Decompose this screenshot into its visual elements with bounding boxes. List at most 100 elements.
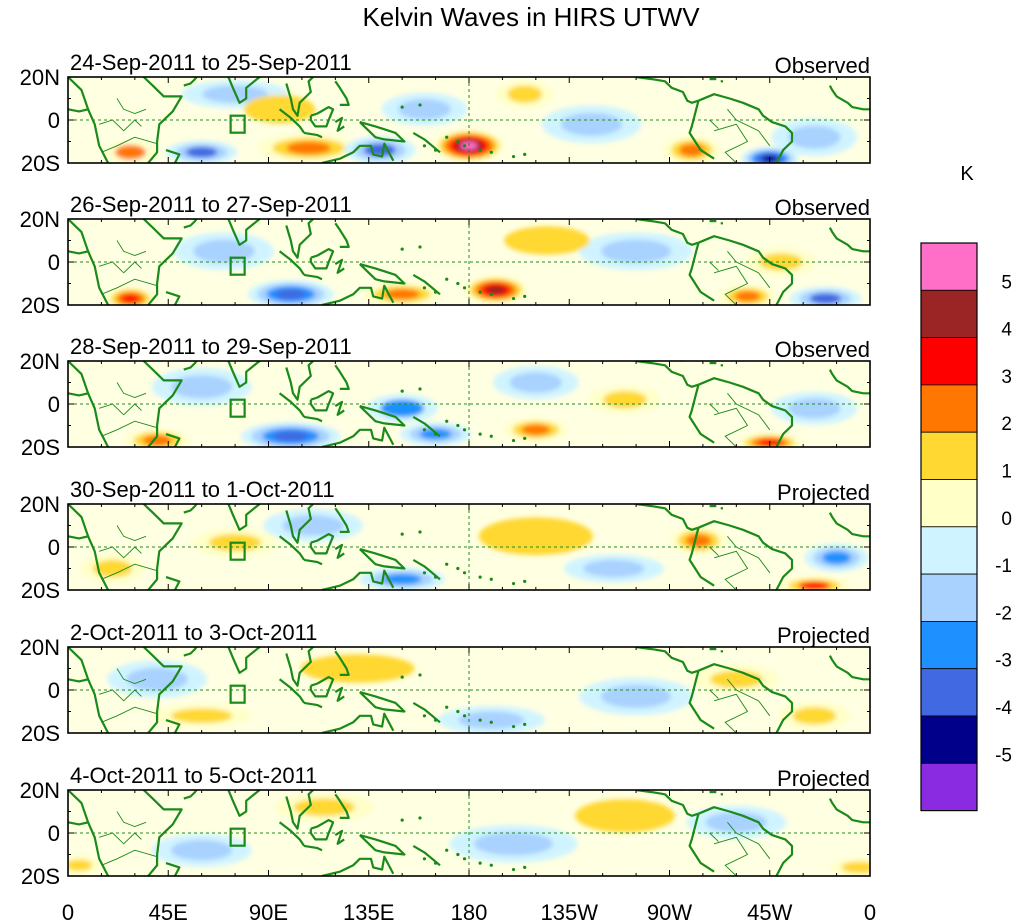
island-dot-6	[511, 296, 516, 301]
colorbar-label-6: 0	[1001, 509, 1012, 530]
colorbar-label-1: 5	[1001, 272, 1012, 293]
colorbar-swatch-8	[920, 573, 978, 622]
coastline-16	[635, 219, 699, 246]
island-dot-8	[433, 718, 438, 722]
lon-label-9: 0	[864, 900, 876, 922]
island-dot-11	[523, 152, 527, 156]
border-2	[116, 98, 147, 114]
panel-type-label: Observed	[775, 53, 870, 78]
anomaly-5-band-2	[126, 667, 188, 691]
island-dot-7	[422, 144, 427, 148]
coastline-16	[635, 77, 699, 104]
island-dot-3	[462, 428, 467, 432]
coastline-8	[278, 821, 306, 847]
border-4	[713, 123, 749, 163]
coastline-22	[828, 798, 870, 824]
coastline-6	[227, 790, 261, 817]
coastline-8	[278, 535, 306, 561]
island-dot-9	[400, 389, 404, 393]
coastline-9	[303, 844, 323, 852]
coastline-17	[688, 813, 715, 873]
border-3	[101, 136, 158, 153]
anomaly-1-band-2	[710, 670, 763, 688]
coastline-18	[698, 235, 794, 305]
coastline-2	[87, 821, 110, 876]
anomaly-7-band-1	[575, 799, 675, 833]
island-dot-2	[456, 423, 460, 428]
coastline-5	[183, 77, 198, 87]
lat-label-1: 20N	[20, 349, 60, 374]
anomaly-3-band-3	[384, 288, 420, 300]
island-dot-10	[418, 103, 422, 107]
border-1	[99, 119, 142, 132]
coastline-11	[334, 829, 345, 845]
colorbar: K 5 4 3 2 1 0 -1 -2 -3 -4 -5	[920, 163, 1012, 812]
coastline-12	[334, 80, 350, 106]
coastline-4	[165, 149, 181, 163]
coastline-15	[412, 415, 441, 438]
colorbar-label-10: -4	[995, 698, 1012, 719]
coastline-17	[688, 242, 715, 302]
island-dot-4	[478, 432, 482, 436]
panel-type-label: Projected	[777, 766, 870, 791]
island-dot-7	[422, 714, 427, 718]
coastline-15	[412, 131, 441, 154]
border-4	[713, 836, 749, 876]
island-dot-3	[462, 286, 467, 290]
island-dot-9	[400, 818, 404, 822]
anomaly-field	[68, 790, 870, 876]
coastline-9	[303, 415, 323, 423]
island-box	[229, 114, 246, 134]
coastline-13	[359, 691, 406, 713]
island-dot-11	[523, 722, 527, 726]
anomaly-8-band-2	[282, 515, 344, 536]
coastline-2	[87, 108, 110, 163]
coastline-8	[278, 392, 306, 418]
border-6	[709, 403, 719, 413]
anomaly-10-band-2	[560, 112, 623, 136]
panels-group: 20N 0 20S 24-Sep-2011 to 25-Sep-2011 Observe…	[20, 50, 871, 889]
anomaly-4-band-4	[275, 289, 306, 300]
island-dot-8	[433, 148, 438, 152]
lat-label-2: 0	[48, 108, 60, 133]
island-dot-2	[456, 566, 460, 571]
coastline-18	[698, 377, 794, 447]
panel-type-label: Projected	[777, 623, 870, 648]
island-dot-10	[418, 387, 422, 391]
coastlines	[68, 790, 870, 876]
colorbar-swatch-6	[920, 479, 978, 528]
coastline-5	[183, 361, 198, 371]
coastline-6	[227, 77, 261, 104]
colorbar-label-2: 4	[1001, 320, 1012, 341]
coastline-4	[165, 291, 181, 305]
lat-label-1: 20N	[20, 635, 60, 660]
coastline-12	[334, 650, 350, 676]
coastline-14	[321, 569, 395, 590]
coastline-9	[303, 131, 323, 139]
island-dot-7	[422, 428, 427, 432]
island-dot-11	[523, 865, 527, 869]
coastline-13	[359, 263, 406, 285]
panel-date-range: 24-Sep-2011 to 25-Sep-2011	[70, 50, 352, 75]
border-6	[709, 261, 719, 271]
island-box	[229, 827, 246, 847]
island-dot-10	[418, 530, 422, 534]
coastline-14	[321, 712, 395, 733]
coastline-17	[688, 384, 715, 444]
coastline-7	[285, 790, 314, 830]
coastline-5	[183, 647, 198, 657]
coastline-2	[87, 250, 110, 305]
anomaly-9-band-1	[478, 517, 593, 556]
coastline-7	[285, 219, 314, 259]
anomaly-4-band-2	[792, 707, 837, 725]
coastline-12	[334, 364, 350, 390]
colorbar-swatch-7	[920, 526, 978, 575]
coastline-16	[635, 790, 699, 817]
island-box	[229, 398, 246, 418]
coastline-15	[412, 844, 441, 867]
lat-label-3: 20S	[21, 864, 60, 889]
island-dot-7	[422, 286, 427, 290]
island-dot-2	[456, 709, 460, 714]
lon-label-7: 90W	[647, 900, 692, 922]
anomaly-1-band-5	[486, 285, 505, 295]
